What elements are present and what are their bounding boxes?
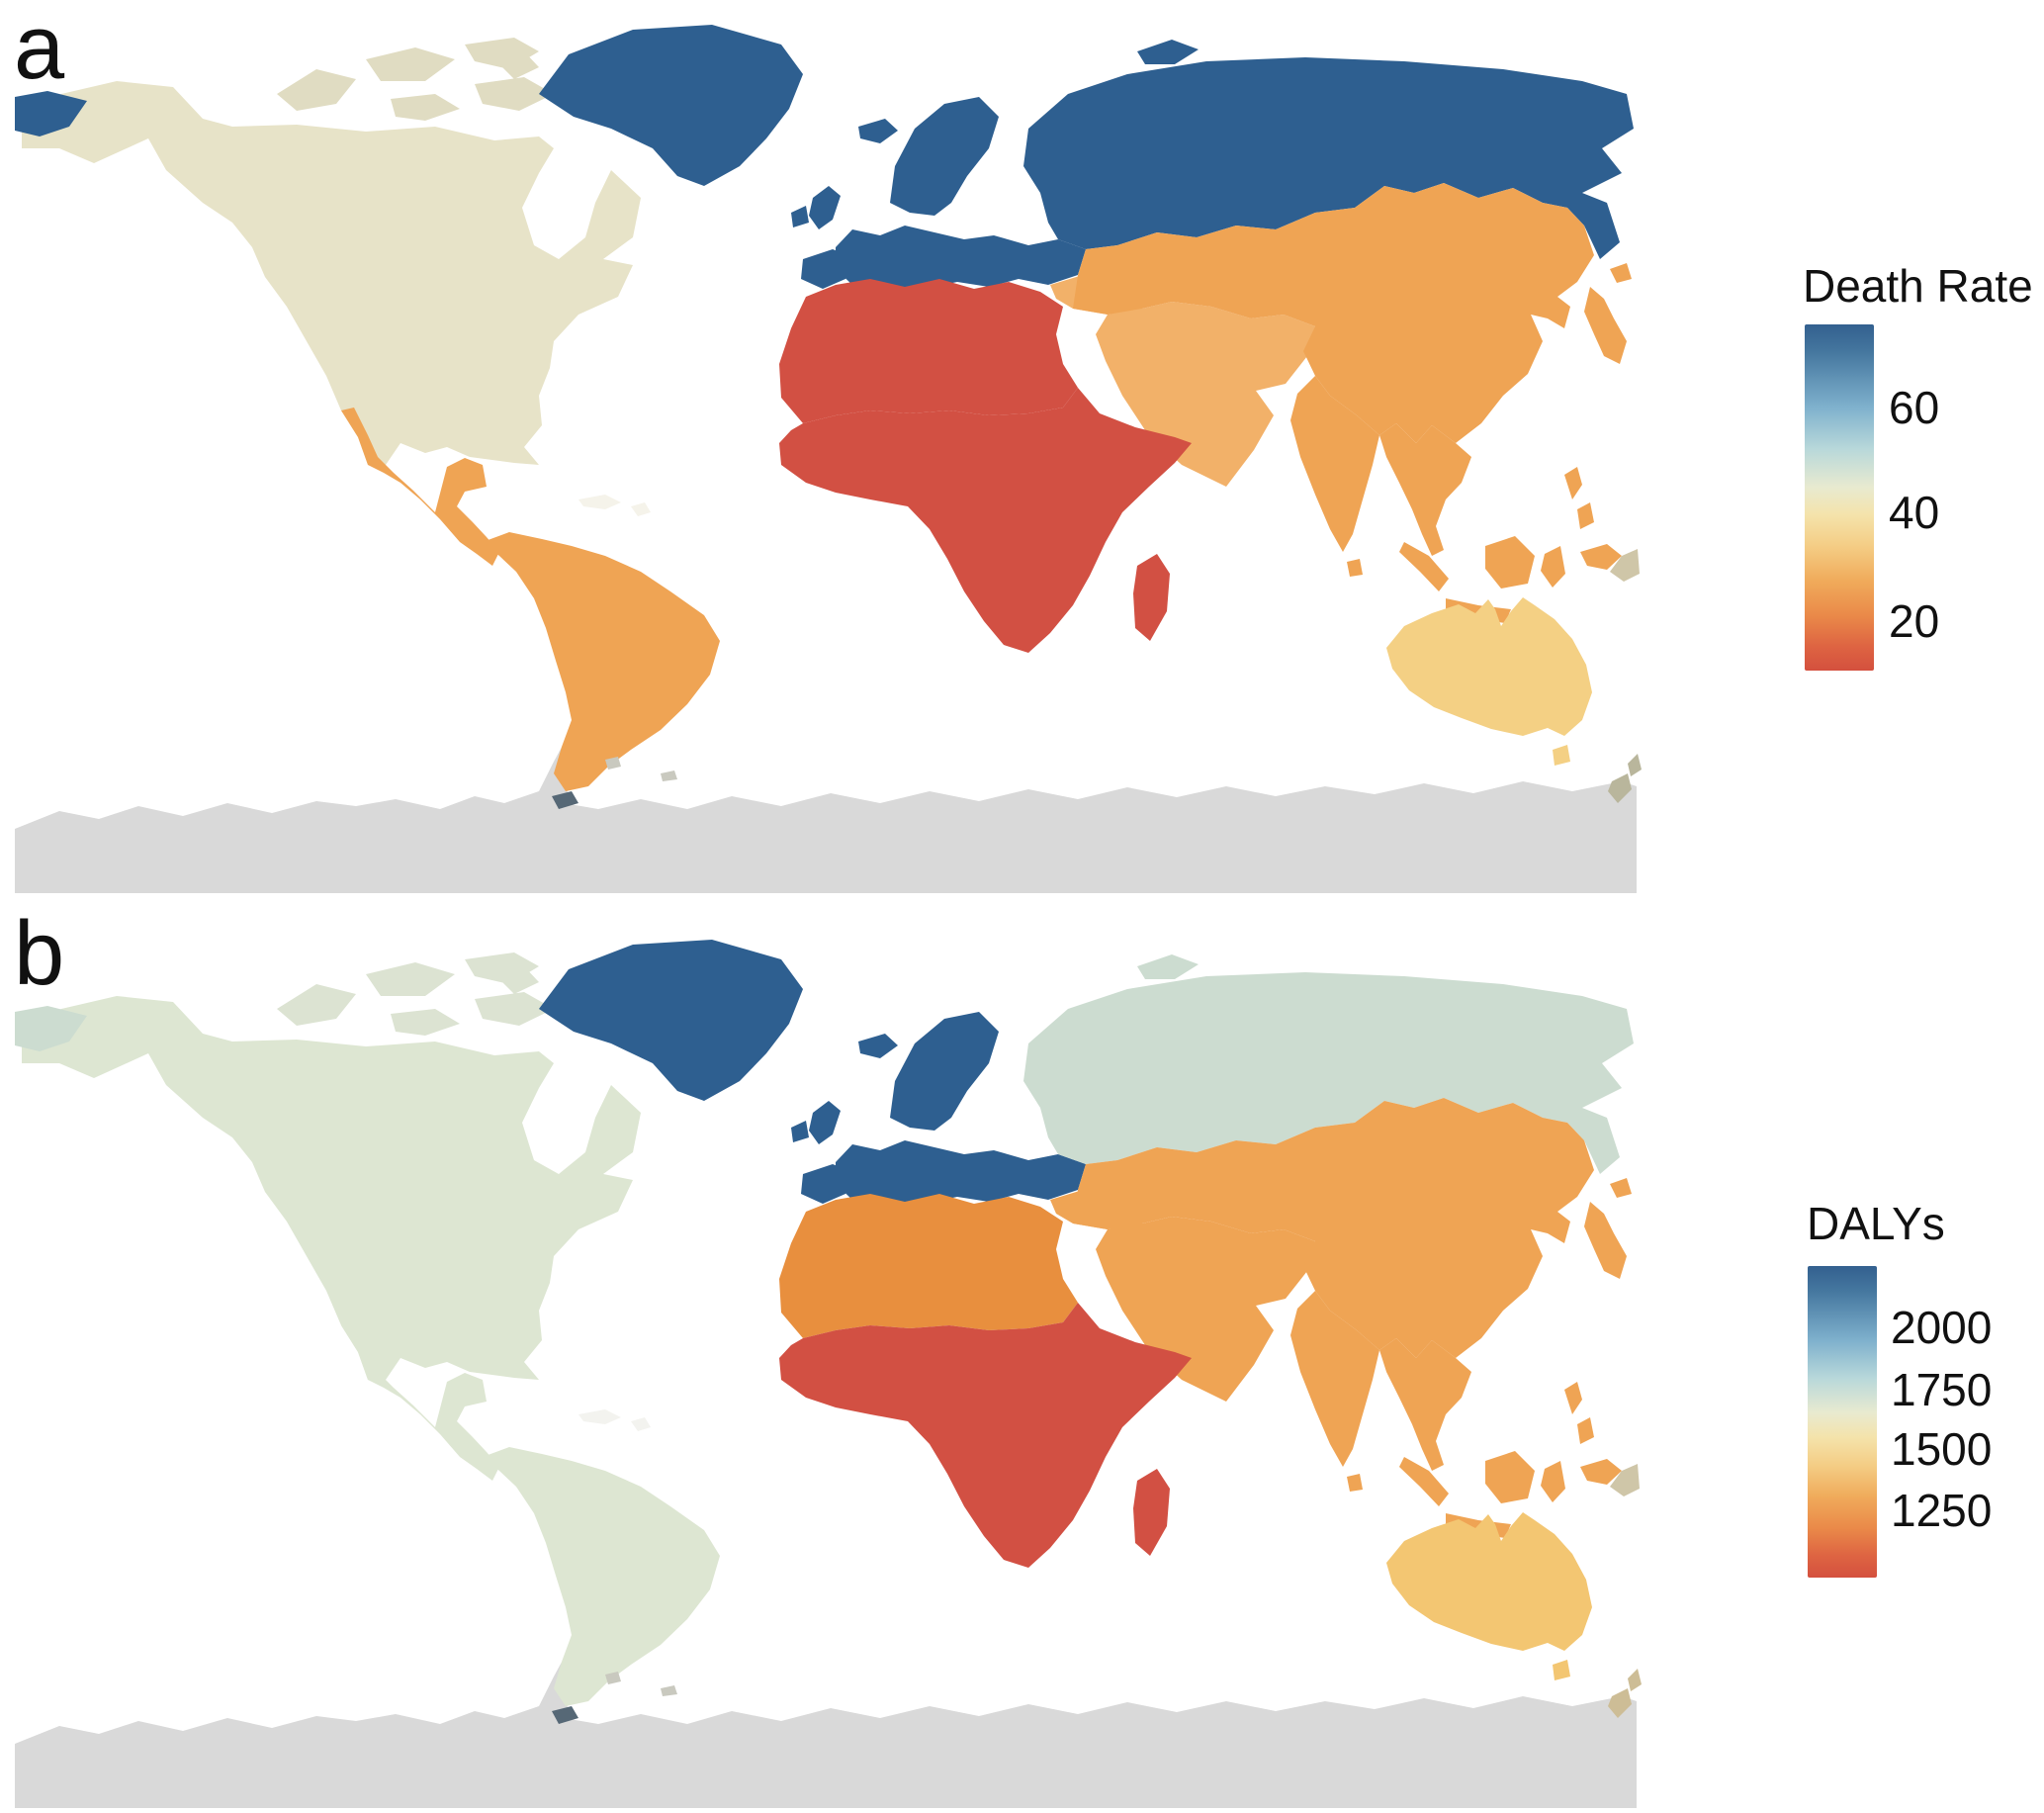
legend-b-colorbar: [1808, 1266, 1877, 1578]
legend-b-title: DALYs: [1807, 1198, 1945, 1249]
legend-b-tick-1500: 1500: [1891, 1423, 1993, 1475]
panel-a-label: a: [14, 0, 65, 98]
legend-a-tick-40: 40: [1889, 487, 1940, 538]
legend-a-title: Death Rate: [1803, 260, 2033, 312]
legend-a-tick-60: 60: [1889, 382, 1940, 433]
legend-b-tick-1250: 1250: [1891, 1485, 1993, 1536]
legend-a-tick-20: 20: [1889, 595, 1940, 647]
legend-a-colorbar: [1805, 324, 1874, 671]
legend-b-tick-2000: 2000: [1891, 1302, 1993, 1353]
map-panel-b: [15, 930, 1642, 1808]
map-panel-a: [15, 15, 1642, 893]
legend-b-tick-1750: 1750: [1891, 1364, 1993, 1415]
panel-b-label: b: [14, 903, 65, 1004]
